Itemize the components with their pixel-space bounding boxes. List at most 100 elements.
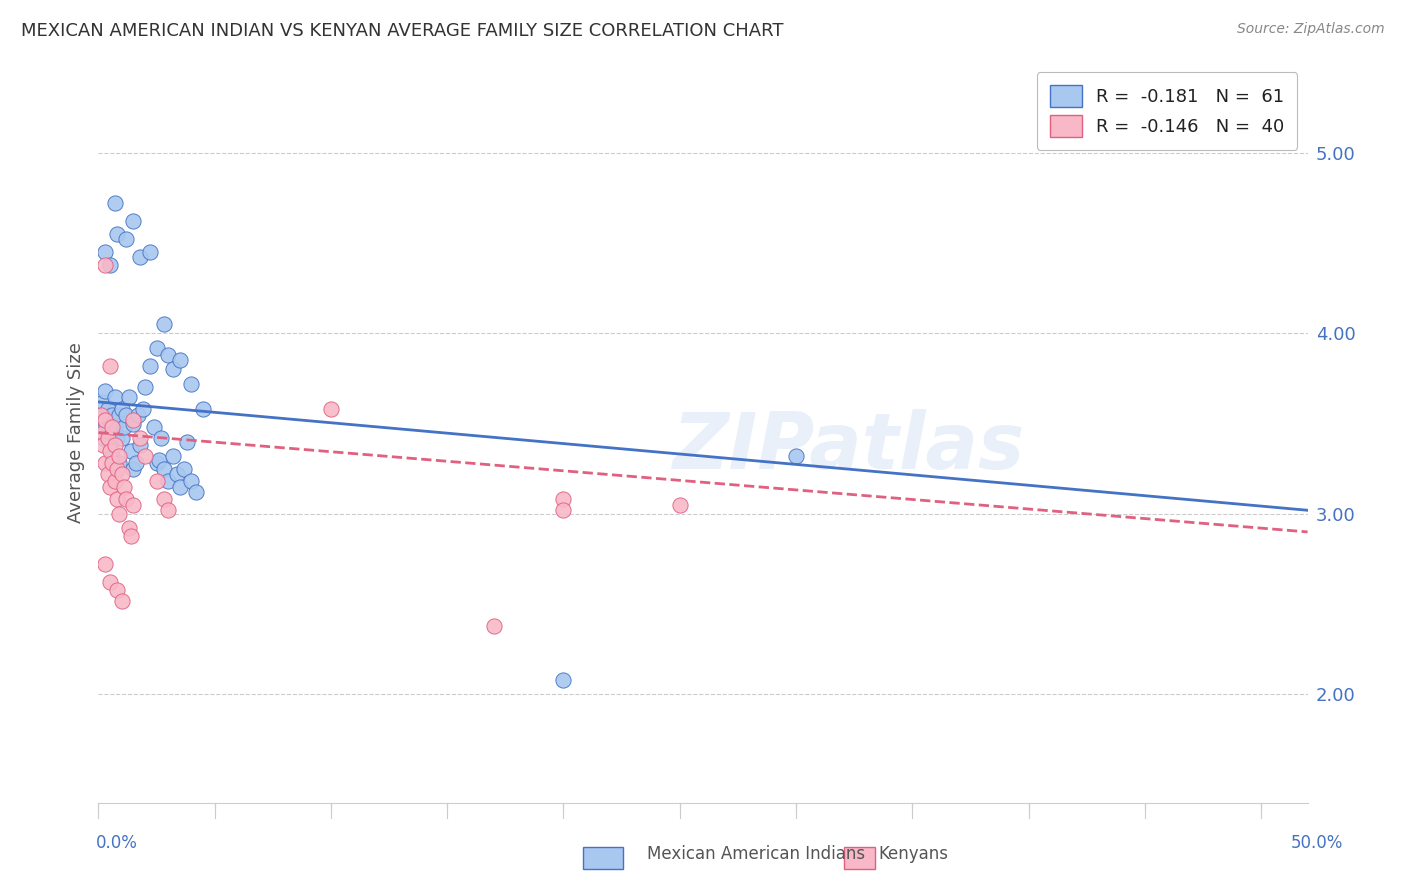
Point: [105, 492, 128, 507]
Point: [122, 498, 145, 512]
Text: Source: ZipAtlas.com: Source: ZipAtlas.com: [1237, 22, 1385, 37]
Point: [173, 461, 195, 475]
Point: [94, 558, 117, 572]
Point: [91, 438, 114, 452]
Point: [145, 475, 167, 489]
Point: [134, 449, 156, 463]
Point: [91, 431, 114, 445]
Point: [785, 449, 807, 463]
Point: [104, 438, 127, 452]
Point: [118, 390, 141, 404]
Point: [94, 420, 117, 434]
Y-axis label: Average Family Size: Average Family Size: [66, 343, 84, 523]
Point: [129, 431, 152, 445]
Point: [104, 196, 127, 211]
Point: [98, 480, 121, 494]
Point: [169, 480, 191, 494]
Point: [101, 456, 124, 470]
Text: ZIPatlas: ZIPatlas: [672, 409, 1024, 485]
Point: [98, 443, 121, 458]
Point: [97, 402, 120, 417]
Point: [101, 408, 124, 422]
Point: [122, 461, 145, 475]
Point: [150, 431, 173, 445]
Point: [108, 456, 131, 470]
Point: [91, 425, 114, 440]
Point: [112, 480, 135, 494]
Point: [97, 467, 120, 482]
Point: [94, 258, 117, 272]
Point: [157, 503, 180, 517]
Point: [169, 353, 191, 368]
Point: [122, 413, 145, 427]
Point: [176, 434, 198, 449]
Point: [104, 390, 127, 404]
Point: [145, 456, 167, 470]
Point: [118, 521, 141, 535]
Point: [162, 362, 184, 376]
Point: [90, 408, 112, 422]
Point: [122, 417, 145, 431]
Text: Kenyans: Kenyans: [879, 846, 949, 863]
Point: [180, 475, 202, 489]
Point: [152, 318, 174, 332]
Point: [94, 245, 117, 260]
Point: [134, 380, 156, 394]
Point: [122, 214, 145, 228]
Point: [191, 402, 214, 417]
Point: [98, 413, 121, 427]
Point: [127, 408, 149, 422]
Point: [115, 232, 138, 246]
Point: [115, 492, 138, 507]
Point: [1250, 128, 1272, 142]
Point: [112, 420, 135, 434]
Point: [108, 408, 131, 422]
Point: [553, 673, 575, 687]
Point: [90, 408, 112, 422]
Point: [131, 402, 153, 417]
Point: [138, 359, 160, 373]
Point: [319, 402, 342, 417]
Point: [482, 619, 505, 633]
Text: 50.0%: 50.0%: [1291, 834, 1343, 852]
Point: [553, 492, 575, 507]
Point: [184, 485, 207, 500]
Point: [120, 528, 142, 542]
Point: [157, 348, 180, 362]
Point: [94, 456, 117, 470]
Point: [553, 503, 575, 517]
Point: [104, 475, 127, 489]
Point: [111, 402, 134, 417]
Point: [101, 449, 124, 463]
Point: [152, 461, 174, 475]
Point: [111, 431, 134, 445]
Point: [111, 467, 134, 482]
Point: [105, 431, 128, 445]
Point: [98, 438, 121, 452]
Point: [124, 456, 146, 470]
Point: [166, 467, 188, 482]
Legend: R =  -0.181   N =  61, R =  -0.146   N =  40: R = -0.181 N = 61, R = -0.146 N = 40: [1036, 72, 1298, 150]
Point: [143, 420, 166, 434]
Point: [157, 475, 180, 489]
Point: [180, 376, 202, 391]
Text: MEXICAN AMERICAN INDIAN VS KENYAN AVERAGE FAMILY SIZE CORRELATION CHART: MEXICAN AMERICAN INDIAN VS KENYAN AVERAG…: [21, 22, 783, 40]
Point: [138, 245, 160, 260]
Point: [105, 582, 128, 597]
Point: [94, 413, 117, 427]
Point: [91, 395, 114, 409]
Point: [101, 420, 124, 434]
Text: 0.0%: 0.0%: [96, 834, 138, 852]
Point: [108, 507, 131, 521]
Point: [115, 408, 138, 422]
Point: [129, 251, 152, 265]
Point: [98, 258, 121, 272]
Point: [111, 593, 134, 607]
Point: [162, 449, 184, 463]
Point: [148, 452, 170, 467]
Point: [98, 575, 121, 590]
Point: [108, 449, 131, 463]
Point: [120, 443, 142, 458]
Point: [145, 341, 167, 355]
Point: [152, 492, 174, 507]
